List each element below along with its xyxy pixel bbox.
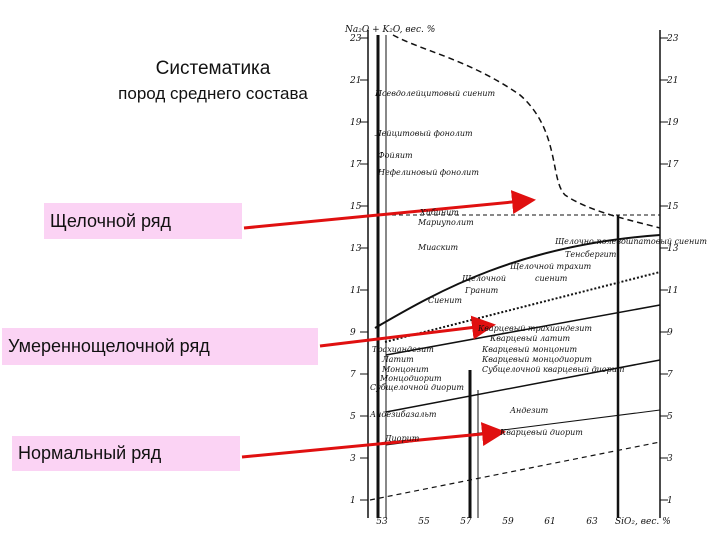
y-tick-label: 1 (667, 496, 673, 506)
rock-name: Латит (381, 355, 414, 364)
y-tick-label: 19 (667, 118, 679, 128)
rock-name: Кварцевый латит (489, 334, 571, 343)
rock-name: Миаскит (417, 243, 459, 252)
y-tick-label: 9 (667, 328, 673, 338)
y-axis-label: Na₂O + K₂O, вес. % (344, 25, 435, 35)
rock-name: Гранит (464, 286, 499, 295)
rock-name: Кварцевый диорит (499, 428, 583, 437)
y-tick-label: 17 (350, 160, 362, 170)
y-tick-label: 11 (350, 286, 361, 296)
rock-name: Кварцевый монцодиорит (481, 355, 592, 364)
rock-name: Монцонит (381, 365, 429, 374)
y-tick-label: 15 (667, 202, 679, 212)
x-axis-label: SiO₂, вес. % (615, 517, 671, 527)
rock-name: Монцодиорит (379, 374, 442, 383)
rock-name: Кварцевый трахиандезит (477, 324, 592, 333)
y-tick-label: 1 (350, 496, 356, 506)
rock-name: Щелочной трахит (510, 262, 592, 271)
y-tick-label: 15 (350, 202, 362, 212)
rock-name: Щелочной (462, 274, 506, 283)
y-tick-label: 21 (349, 76, 361, 86)
y-tick-label: 9 (350, 328, 356, 338)
y-tick-label: 23 (349, 34, 362, 44)
y-tick-label: 11 (667, 286, 678, 296)
x-tick-label: 63 (586, 517, 598, 527)
rock-name: Кварцевый монцонит (481, 345, 577, 354)
y-tick-label: 13 (350, 244, 362, 254)
rock-name: Лейцитовый фонолит (374, 129, 473, 138)
rock-name: Мариуполит (417, 218, 474, 227)
title: Систематика (155, 58, 271, 79)
rock-name: Тенсбергит (565, 250, 617, 259)
x-tick-label: 61 (544, 517, 555, 527)
y-tick-label: 17 (667, 160, 679, 170)
rock-name: Субщелочной диорит (370, 383, 464, 392)
series-label: Умереннощелочной ряд (2, 328, 318, 365)
y-tick-label: 5 (350, 412, 356, 422)
series-label: Нормальный ряд (12, 436, 240, 471)
rock-name: сиенит (535, 274, 568, 283)
subtitle: пород среднего состава (118, 84, 308, 103)
rock-name: Субщелочной кварцевый диорит (482, 365, 625, 374)
rock-name: Андезибазальт (369, 410, 437, 419)
y-tick-label: 13 (667, 244, 679, 254)
x-tick-label: 57 (460, 517, 472, 527)
y-tick-label: 3 (667, 454, 673, 464)
y-tick-label: 7 (350, 370, 356, 380)
x-tick-label: 53 (376, 517, 388, 527)
rock-name: Сиенит (428, 296, 462, 305)
y-tick-label: 21 (666, 76, 678, 86)
rock-name: Трахиандезит (372, 345, 434, 354)
rock-name: Нефелиновый фонолит (377, 168, 479, 177)
rock-name: Псевдолейцитовый сиенит (374, 89, 496, 98)
x-tick-label: 59 (502, 517, 514, 527)
y-tick-label: 3 (350, 454, 356, 464)
rock-name: Андезит (509, 406, 549, 415)
y-tick-label: 19 (350, 118, 362, 128)
rock-name: Фойяит (378, 151, 413, 160)
rock-name: Хибинит (419, 208, 459, 217)
diagram-lines (367, 30, 661, 518)
arrows (241, 190, 536, 459)
series-label: Щелочной ряд (44, 203, 242, 239)
x-tick-label: 55 (418, 517, 430, 527)
y-tick-label: 7 (667, 370, 673, 380)
rock-name: Щелочно-полевошпатовый сиенит (555, 237, 707, 246)
y-tick-label: 5 (667, 412, 673, 422)
rock-name: Диорит (384, 434, 420, 443)
y-tick-label: 23 (666, 34, 679, 44)
